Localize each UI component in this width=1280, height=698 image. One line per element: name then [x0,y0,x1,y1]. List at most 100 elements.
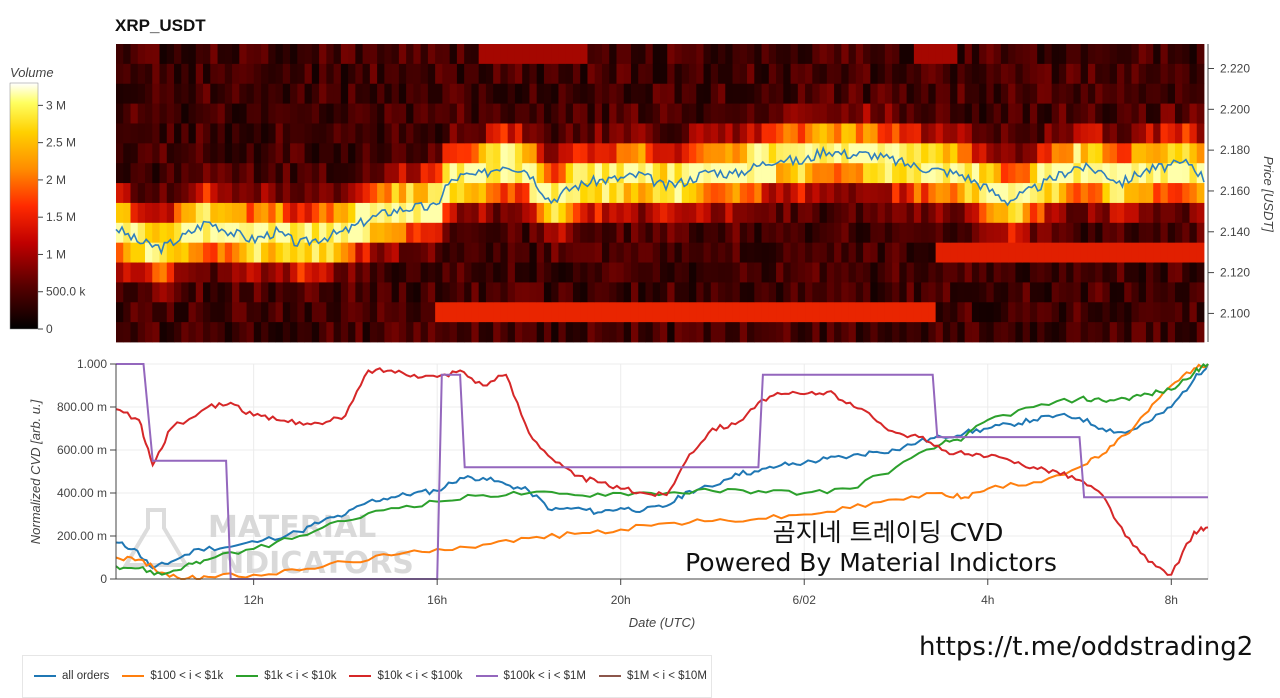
heatmap-cell [181,242,189,263]
heatmap-cell [964,322,973,343]
heatmap-cell [558,282,567,303]
heatmap-cell [674,322,683,343]
heatmap-cell [841,163,849,184]
heatmap-cell [406,322,414,343]
heatmap-cell [435,202,443,224]
heatmap-cell [326,44,334,65]
heatmap-cell [884,183,893,204]
heatmap-cell [1145,183,1154,204]
heatmap-cell [986,302,995,323]
heatmap-cell [870,44,878,65]
heatmap-cell [819,202,828,224]
legend-swatch [599,675,621,677]
heatmap-cell [667,322,675,343]
heatmap-cell [326,322,334,343]
heatmap-cell [899,103,908,124]
heatmap-cell [594,103,603,124]
heatmap-cell [1087,222,1096,244]
heatmap-cell [594,143,603,164]
heatmap-cell [253,322,262,343]
heatmap-cell [892,83,900,104]
heatmap-cell [529,63,538,85]
heatmap-cell [398,163,407,184]
heatmap-cell [790,163,799,184]
heatmap-cell [275,202,284,224]
legend-item-all[interactable]: all orders [34,670,109,682]
heatmap-cell [1037,302,1045,323]
heatmap-cell [369,322,378,343]
heatmap-cell [1109,44,1118,65]
telegram-url[interactable]: https://t.me/oddstrading2 [919,632,1254,662]
series-line-o100 [115,363,1209,580]
heatmap-cell [660,183,668,204]
heatmap-cell [783,163,791,184]
heatmap [116,44,1205,343]
heatmap-cell [718,63,726,85]
heatmap-cell [993,222,1002,244]
heatmap-cell [725,63,733,85]
x-tick-label: 12h [244,593,264,607]
heatmap-cell [217,242,226,263]
heatmap-cell [696,123,704,144]
heatmap-cell [116,183,124,204]
heatmap-cell [398,83,407,104]
legend-item-o100k[interactable]: $100k < i < $1M [475,670,586,682]
heatmap-cell [855,123,864,144]
heatmap-cell [435,44,443,65]
heatmap-cell [304,63,313,85]
heatmap-cell [181,183,189,204]
legend-item-o1m[interactable]: $1M < i < $10M [599,670,707,682]
legend[interactable]: all orders $100 < i < $1k $1k < i < $10k $1… [34,670,720,682]
heatmap-cell [500,322,509,343]
heatmap-cell [224,83,233,104]
heatmap-cell [543,262,552,283]
heatmap-cell [565,202,574,224]
legend-item-o100[interactable]: $100 < i < $1k [122,670,223,682]
heatmap-cell [964,44,973,65]
heatmap-cell [507,83,516,104]
heatmap-cell [116,242,124,263]
heatmap-cell [449,183,458,204]
heatmap-cell [623,282,632,303]
heatmap-cell [1116,103,1125,124]
heatmap-cell [333,282,342,303]
heatmap-cell [290,302,298,323]
heatmap-cell [1037,183,1045,204]
heatmap-cell [507,63,516,85]
legend-item-o10k[interactable]: $10k < i < $100k [349,670,463,682]
heatmap-cell [464,63,472,85]
heatmap-cell [543,63,552,85]
heatmap-cell [384,163,393,184]
heatmap-cell [986,103,995,124]
heatmap-cell [224,143,233,164]
heatmap-cell [979,63,987,85]
heatmap-cell [384,44,393,65]
heatmap-cell [348,222,356,244]
heatmap-cell [1182,322,1190,343]
heatmap-cell [616,123,625,144]
heatmap-cell [500,83,509,104]
heatmap-cell [217,322,226,343]
heatmap-cell [551,183,559,204]
heatmap-cell [195,103,204,124]
heatmap-cell [239,282,247,303]
heatmap-cell [210,302,218,323]
heatmap-cell [950,44,958,65]
legend-swatch [475,675,498,677]
heatmap-cell [870,63,878,85]
heatmap-cell [1066,322,1074,343]
heatmap-cell [979,242,987,263]
heatmap-cell [870,103,878,124]
heatmap-cell [812,302,820,323]
heatmap-cell [841,222,849,244]
heatmap-cell [529,44,538,65]
heatmap-cell [913,202,922,224]
heatmap-cell [159,123,168,144]
legend-item-o1k[interactable]: $1k < i < $10k [236,670,336,682]
heatmap-cell [812,222,820,244]
y-tick-label: 0 [100,572,107,586]
heatmap-cell [957,103,966,124]
heatmap-cell [754,282,762,303]
heatmap-cell [311,163,320,184]
heatmap-cell [246,202,255,224]
